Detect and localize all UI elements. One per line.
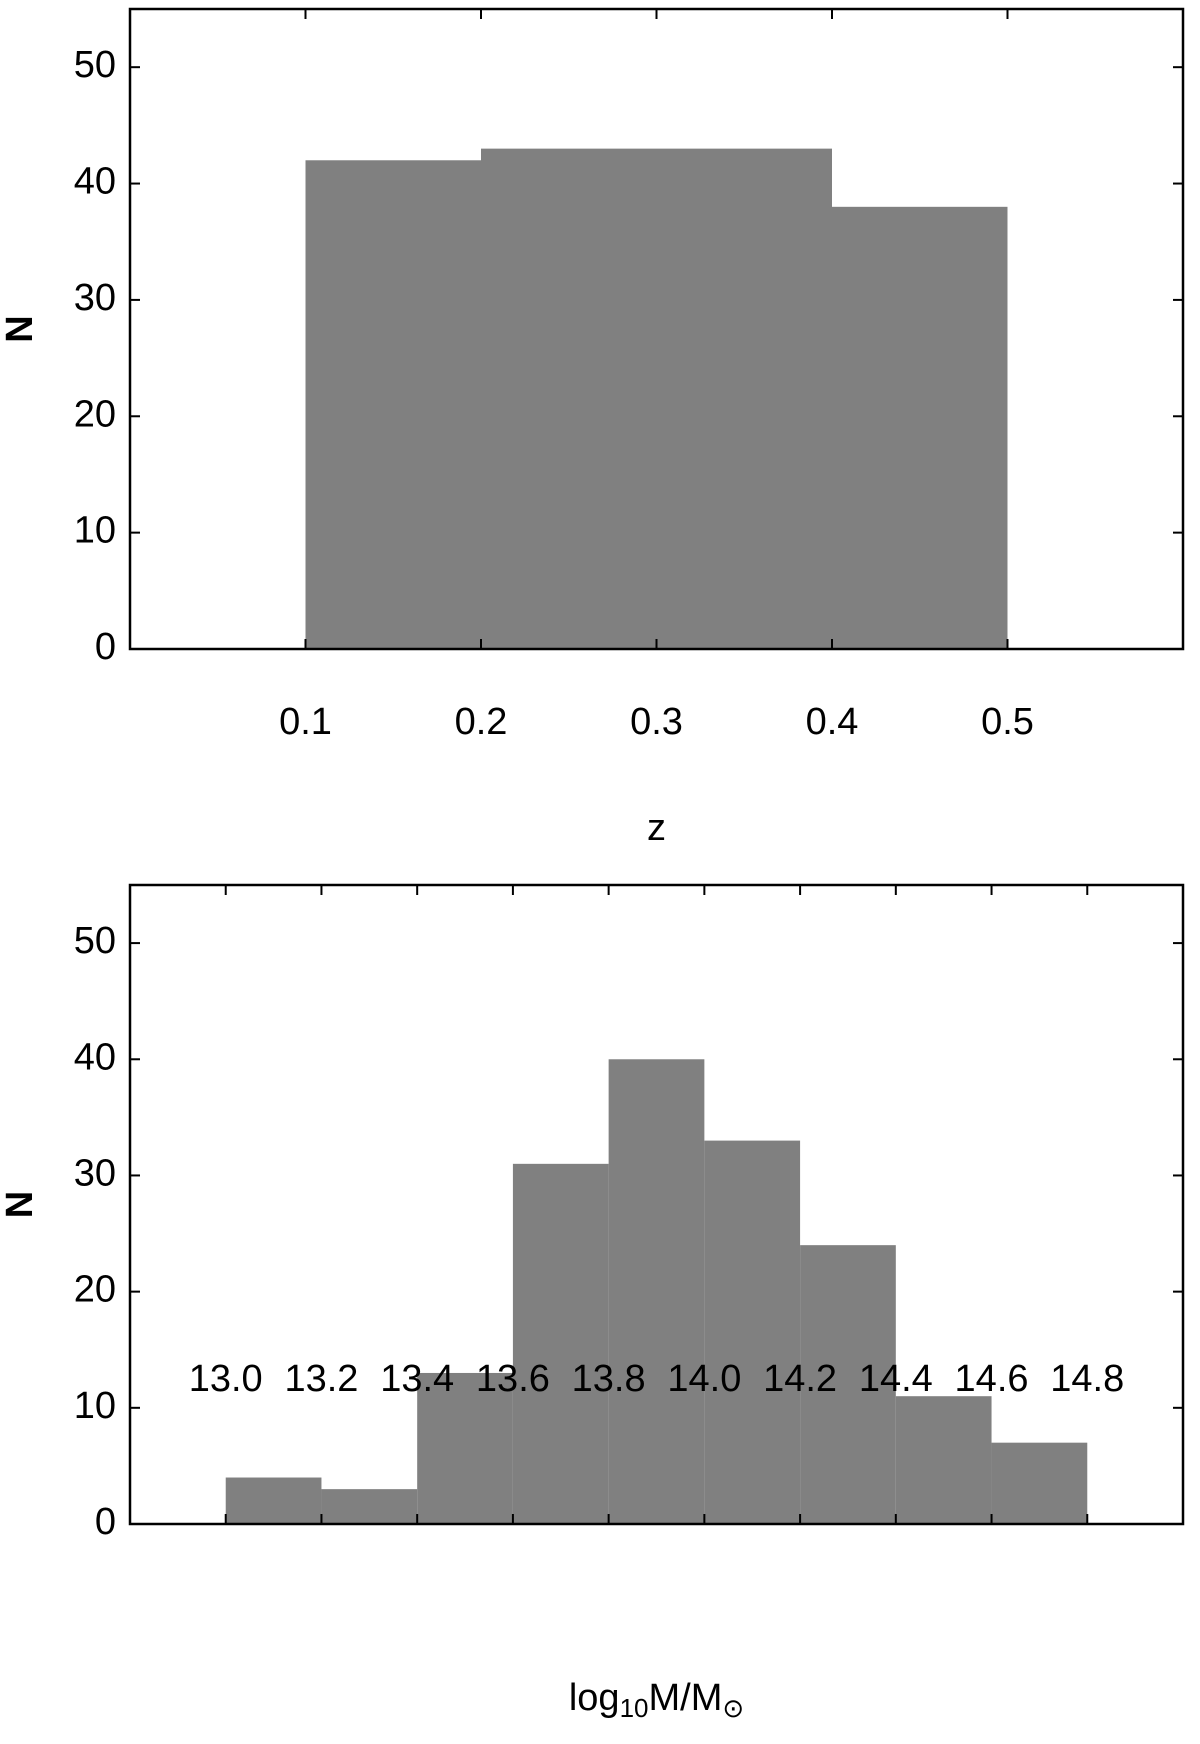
x-tick-label: 14.6 — [955, 1358, 1029, 1400]
y-tick-label: 20 — [74, 1269, 116, 1311]
y-tick-label: 20 — [74, 393, 116, 435]
x-tick-label: 13.6 — [476, 1358, 550, 1400]
x-tick-label: 0.4 — [806, 701, 859, 743]
x-tick-label: 14.4 — [859, 1358, 933, 1400]
y-axis-label: N — [0, 315, 41, 342]
bar — [800, 1245, 896, 1524]
x-tick-label: 14.0 — [667, 1358, 741, 1400]
bar — [832, 206, 1008, 649]
x-tick-label: 0.1 — [279, 701, 332, 743]
bar — [225, 1477, 322, 1524]
bar — [305, 160, 481, 650]
x-axis-label-part: M/M — [648, 1677, 722, 1719]
bar — [512, 1163, 609, 1524]
bar — [895, 1396, 992, 1524]
y-tick-label: 0 — [95, 626, 116, 668]
bar — [608, 1059, 705, 1524]
y-tick-label: 10 — [74, 1385, 116, 1427]
y-tick-label: 40 — [74, 1036, 116, 1078]
bar — [704, 1140, 801, 1524]
x-tick-label: 13.2 — [284, 1358, 358, 1400]
y-axis-label: N — [0, 1191, 41, 1218]
bar — [656, 148, 832, 650]
bar — [417, 1372, 513, 1524]
y-tick-label: 0 — [95, 1501, 116, 1543]
y-tick-label: 50 — [74, 920, 116, 962]
bar — [481, 148, 657, 650]
y-tick-label: 10 — [74, 510, 116, 552]
y-tick-label: 30 — [74, 277, 116, 319]
bar — [991, 1442, 1088, 1524]
x-tick-label: 13.0 — [189, 1358, 263, 1400]
x-axis-label-part: log — [569, 1677, 620, 1719]
x-axis-label-part: z — [647, 807, 666, 849]
x-tick-label: 0.3 — [630, 701, 683, 743]
y-tick-label: 30 — [74, 1152, 116, 1194]
y-tick-label: 50 — [74, 44, 116, 86]
x-axis-label-part: ⊙ — [722, 1693, 744, 1723]
x-tick-label: 14.2 — [763, 1358, 837, 1400]
bar — [321, 1489, 418, 1524]
x-axis-label-part: 10 — [620, 1693, 649, 1723]
x-tick-label: 13.8 — [572, 1358, 646, 1400]
plot-frame — [128, 883, 1185, 1526]
x-tick-label: 13.4 — [380, 1358, 454, 1400]
x-tick-label: 0.5 — [981, 701, 1034, 743]
x-axis-label: z — [647, 807, 666, 849]
x-axis-label: log10M/M⊙ — [569, 1677, 744, 1723]
x-tick-label: 14.8 — [1050, 1358, 1124, 1400]
x-tick-label: 0.2 — [455, 701, 508, 743]
y-tick-label: 40 — [74, 161, 116, 203]
